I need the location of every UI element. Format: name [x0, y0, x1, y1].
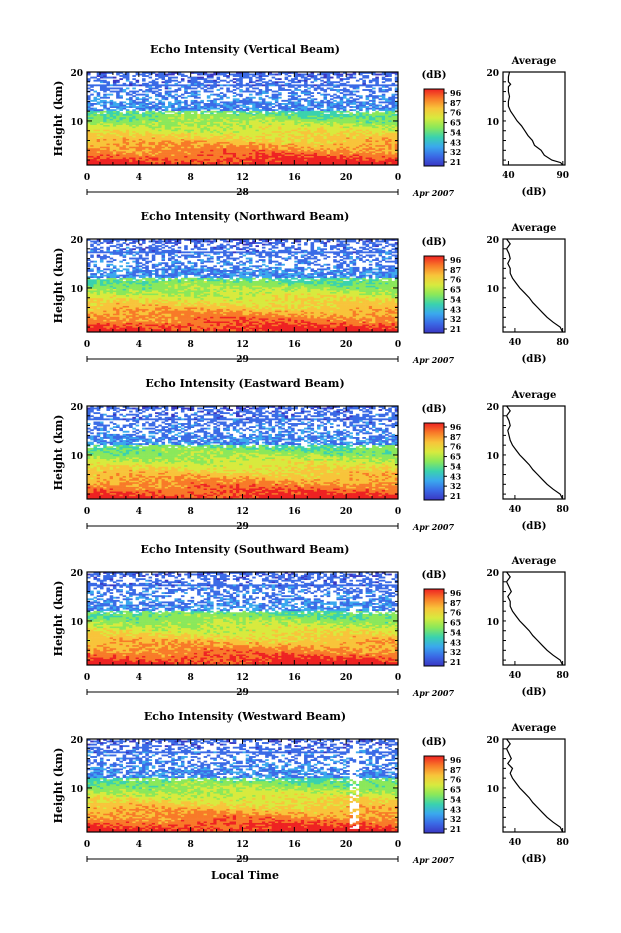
figure: Echo Intensity (Vertical Beam)1020Height…	[0, 0, 621, 929]
heatmap	[87, 72, 398, 165]
panel-title: Echo Intensity (Vertical Beam)	[150, 43, 340, 56]
figure-svg: Echo Intensity (Vertical Beam)1020Height…	[0, 0, 621, 929]
panel-1: Echo Intensity (Vertical Beam)1020Height…	[52, 43, 569, 198]
